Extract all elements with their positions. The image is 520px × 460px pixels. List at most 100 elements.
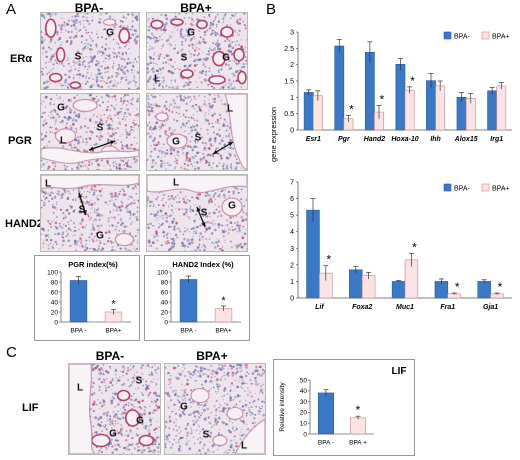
cell-nucleus: [233, 60, 235, 62]
cell-nucleus: [163, 25, 167, 29]
cell-nucleus: [232, 428, 234, 430]
bar-bpa-: [179, 279, 198, 323]
cell-nucleus: [208, 70, 211, 73]
cell-nucleus: [126, 143, 128, 146]
cell-nucleus: [197, 166, 200, 170]
cell-nucleus: [53, 207, 56, 209]
cell-nucleus: [119, 376, 121, 379]
cell-nucleus: [205, 404, 207, 407]
cell-nucleus: [81, 82, 83, 85]
cell-nucleus: [216, 133, 219, 136]
cell-nucleus: [86, 201, 90, 204]
cell-nucleus: [101, 369, 104, 371]
cell-nucleus: [235, 404, 238, 406]
cell-nucleus: [65, 78, 68, 80]
cell-nucleus: [228, 153, 231, 156]
cell-nucleus: [259, 390, 262, 393]
cell-nucleus: [104, 61, 107, 63]
cell-nucleus: [193, 230, 195, 233]
cell-nucleus: [158, 57, 160, 59]
cell-nucleus: [78, 67, 81, 69]
cell-nucleus: [120, 58, 122, 61]
cell-nucleus: [102, 80, 104, 82]
cell-nucleus: [148, 78, 151, 81]
cell-nucleus: [175, 87, 178, 89]
cell-nucleus: [91, 16, 94, 18]
cell-nucleus: [50, 110, 53, 113]
cell-nucleus: [70, 68, 73, 71]
cell-nucleus: [60, 43, 62, 46]
cell-nucleus: [174, 81, 176, 83]
cell-nucleus: [156, 398, 159, 401]
cell-nucleus: [113, 48, 115, 51]
cell-nucleus: [168, 224, 170, 226]
cell-nucleus: [91, 203, 94, 206]
cell-nucleus: [212, 382, 214, 384]
cell-nucleus: [131, 220, 134, 223]
cell-nucleus: [234, 372, 237, 376]
cell-nucleus: [99, 229, 101, 232]
cell-nucleus: [77, 136, 79, 139]
cell-nucleus: [223, 103, 226, 106]
cell-nucleus: [229, 445, 233, 448]
cell-nucleus: [132, 61, 135, 64]
cell-nucleus: [83, 149, 86, 152]
cell-nucleus: [99, 371, 102, 374]
cell-nucleus: [164, 212, 168, 215]
cell-nucleus: [178, 438, 181, 441]
cell-nucleus: [135, 218, 139, 221]
cell-nucleus: [242, 65, 246, 69]
cell-nucleus: [100, 65, 103, 68]
cell-nucleus: [238, 229, 241, 232]
cell-nucleus: [41, 132, 43, 136]
cell-nucleus: [129, 402, 131, 404]
arrow-head: [82, 210, 87, 215]
cell-nucleus: [87, 46, 89, 48]
cell-nucleus: [245, 403, 248, 407]
cell-nucleus: [181, 244, 185, 248]
cell-nucleus: [230, 443, 233, 447]
cell-nucleus: [214, 198, 217, 200]
cell-nucleus: [114, 27, 117, 29]
cell-nucleus: [126, 94, 130, 97]
cell-nucleus: [98, 50, 102, 53]
cell-nucleus: [227, 429, 230, 432]
cell-nucleus: [109, 210, 111, 213]
hand2-index-chart: HAND2 Index (%) 0 20 40 60 80 100 BPA - * BPA+: [144, 255, 250, 341]
cell-nucleus: [122, 15, 124, 17]
cell-nucleus: [154, 102, 157, 105]
cell-nucleus: [72, 20, 75, 24]
cell-nucleus: [208, 451, 211, 453]
cell-nucleus: [252, 401, 254, 404]
cell-nucleus: [86, 246, 89, 249]
cell-nucleus: [128, 210, 132, 214]
cell-nucleus: [107, 34, 110, 36]
cell-nucleus: [198, 424, 200, 426]
cell-nucleus: [123, 446, 126, 450]
cell-nucleus: [105, 387, 108, 390]
cell-nucleus: [114, 194, 117, 198]
cell-nucleus: [245, 59, 247, 62]
cell-nucleus: [140, 366, 143, 370]
cell-nucleus: [162, 217, 165, 219]
cell-nucleus: [129, 147, 131, 149]
cell-nucleus: [135, 187, 138, 189]
cell-nucleus: [229, 45, 232, 48]
cell-nucleus: [106, 30, 108, 32]
cell-nucleus: [222, 167, 225, 170]
cell-nucleus: [47, 13, 51, 16]
cell-nucleus: [70, 145, 72, 147]
cell-nucleus: [222, 421, 226, 425]
cell-nucleus: [158, 84, 161, 87]
cell-nucleus: [109, 200, 111, 202]
cell-nucleus: [125, 161, 129, 165]
cell-nucleus: [204, 432, 207, 435]
cell-nucleus: [192, 453, 194, 454]
cell-nucleus: [132, 214, 135, 216]
cell-nucleus: [70, 30, 74, 34]
cell-nucleus: [207, 122, 211, 125]
cell-nucleus: [239, 224, 241, 227]
cell-nucleus: [96, 452, 100, 454]
cell-nucleus: [174, 412, 177, 415]
cell-nucleus: [65, 29, 67, 32]
